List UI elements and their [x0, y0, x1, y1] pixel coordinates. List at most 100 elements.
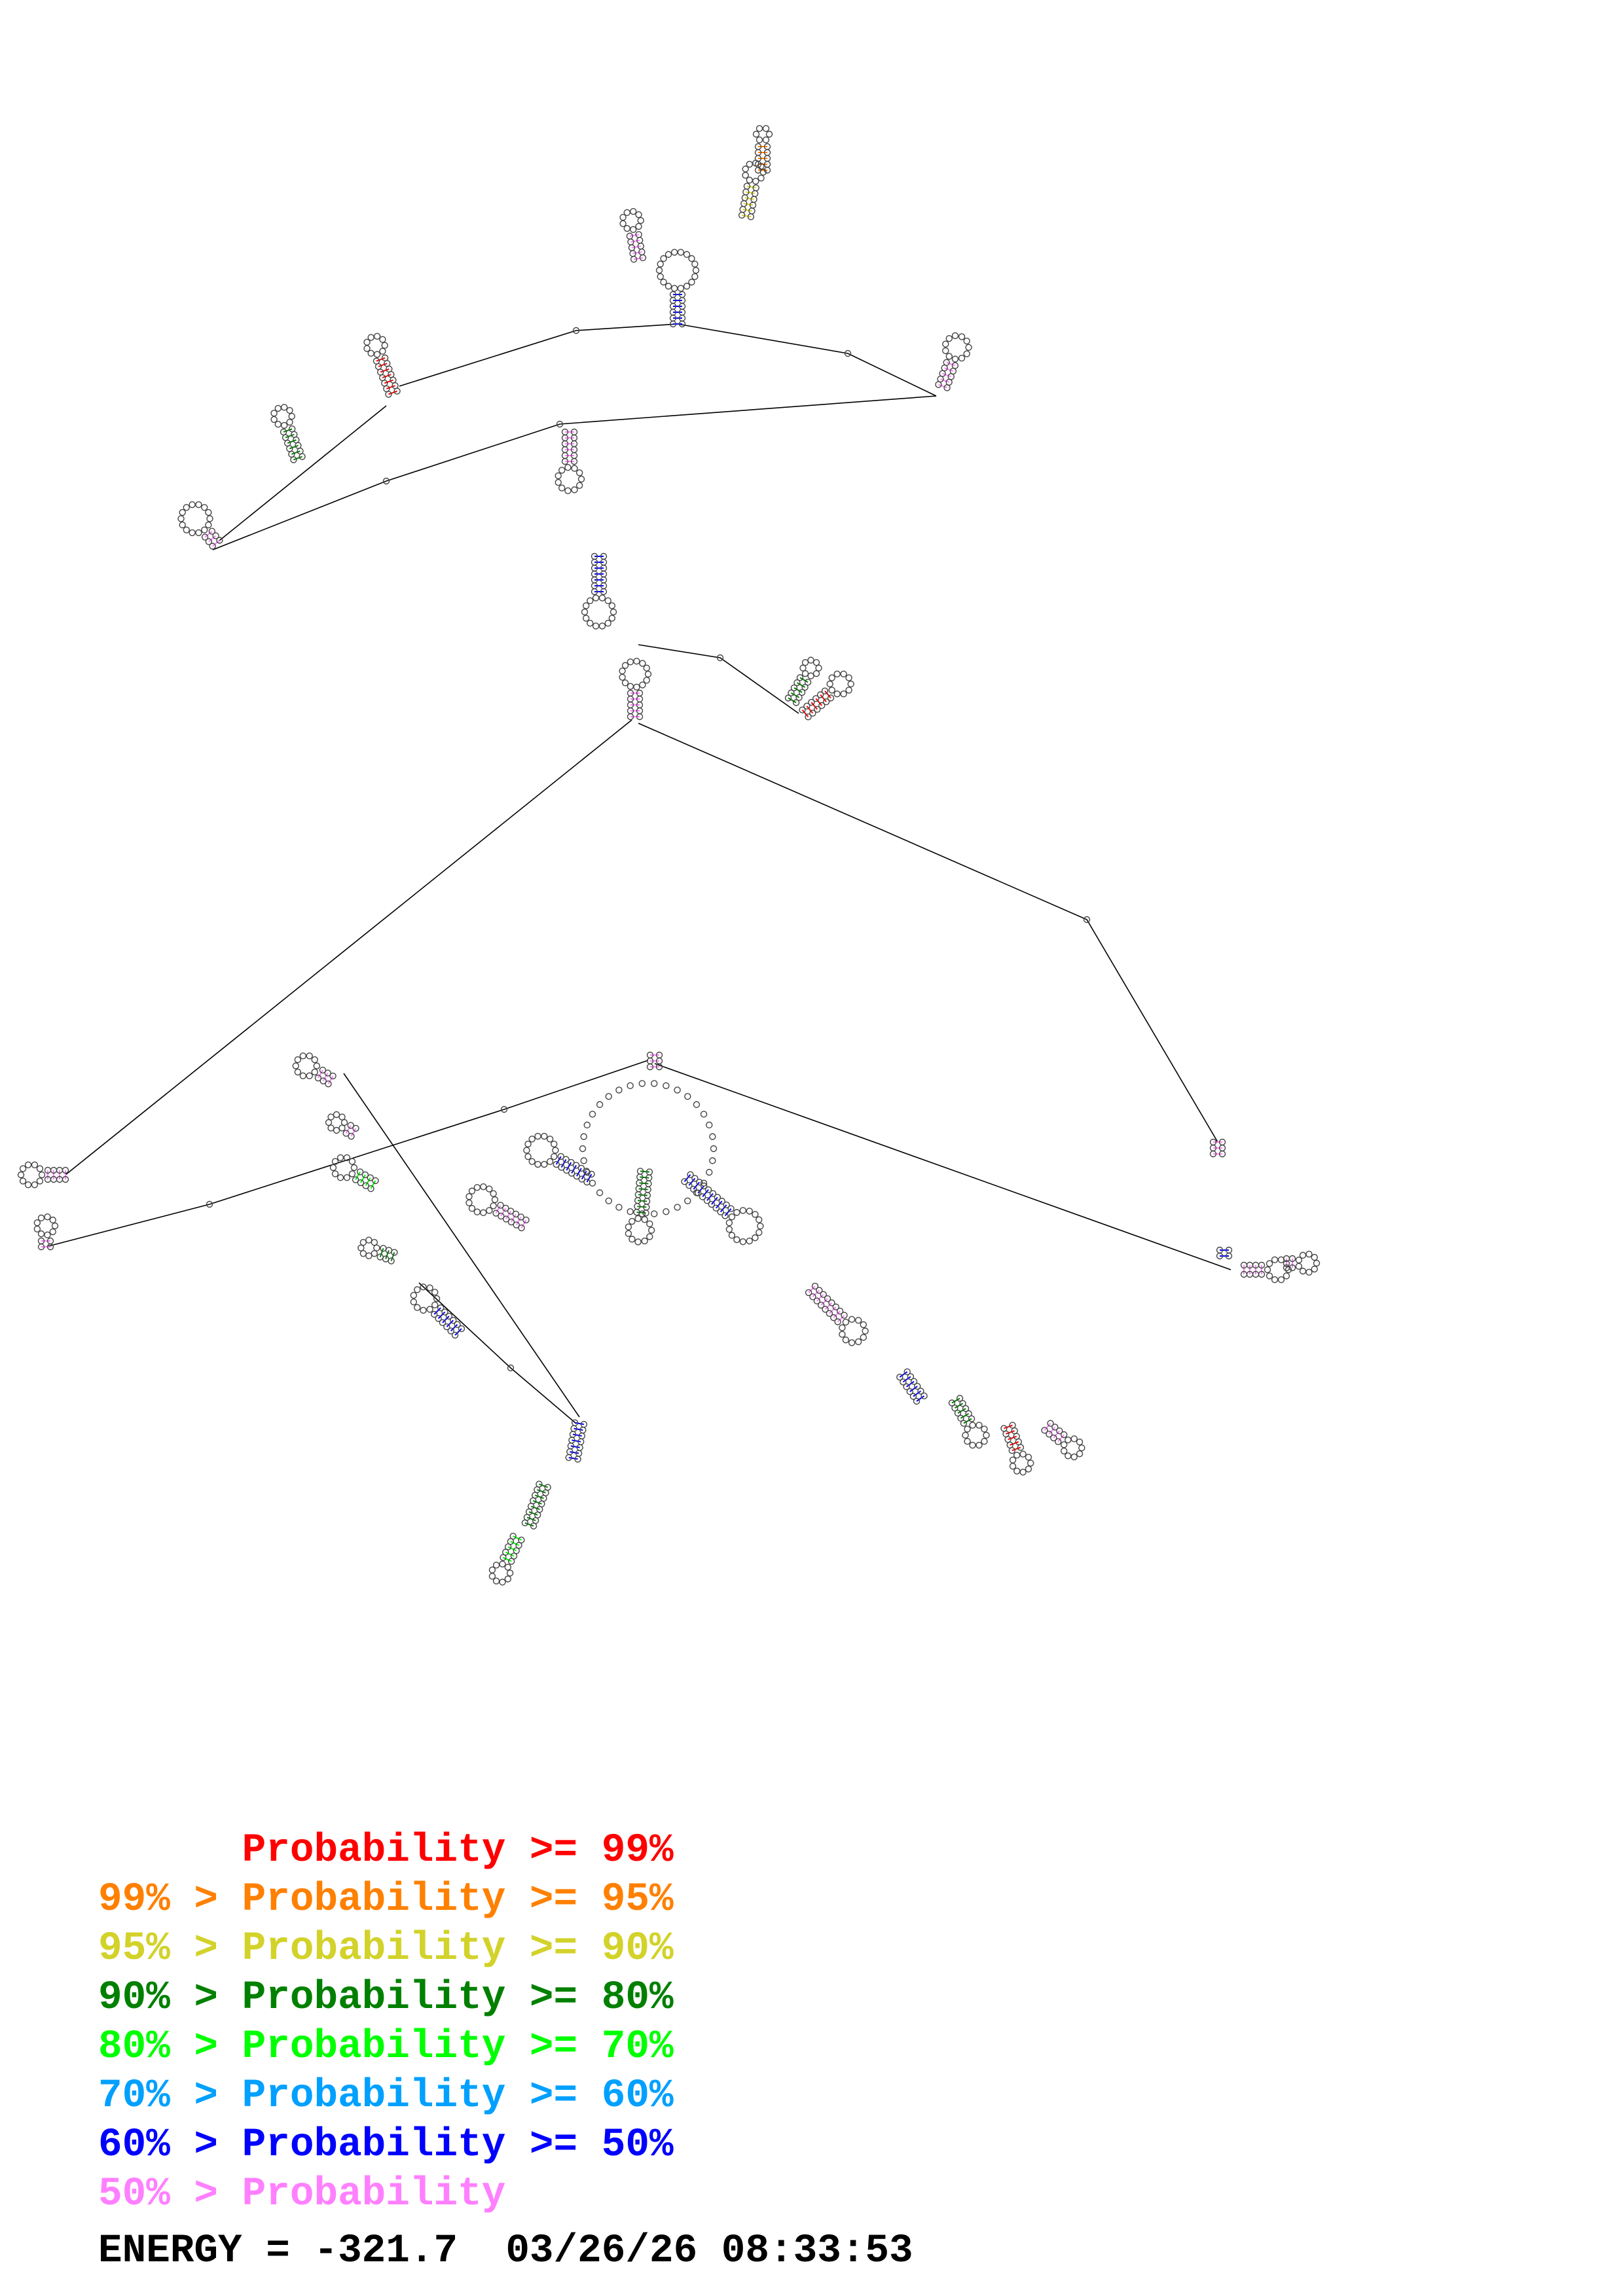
nucleotide [195, 529, 202, 537]
base-pair [629, 234, 639, 237]
base-pair [513, 1535, 522, 1541]
nucleotide [651, 1080, 658, 1087]
nucleotide [808, 698, 815, 706]
nucleotide [524, 1153, 532, 1160]
nucleotide [685, 1181, 693, 1189]
nucleotide [324, 1069, 331, 1077]
nucleotide [807, 672, 814, 679]
base-pair [532, 1500, 542, 1505]
nucleotide [896, 1373, 903, 1381]
nucleotide [945, 353, 953, 360]
nucleotide [491, 1196, 499, 1204]
energy-footer: ENERGY = -321.7 03/26/26 08:33:53 [98, 2227, 913, 2276]
nucleotide [189, 529, 196, 537]
nucleotide [558, 484, 566, 492]
nucleotide [589, 1111, 596, 1118]
nucleotide [625, 1223, 632, 1230]
nucleotide [1277, 1276, 1285, 1283]
nucleotide [280, 428, 287, 436]
nucleotide [651, 1210, 658, 1217]
base-pair [640, 1170, 650, 1173]
nucleotide [708, 1200, 716, 1208]
nucleotide [410, 1298, 418, 1306]
nucleotide [347, 1122, 354, 1129]
nucleotide [665, 251, 672, 258]
nucleotide [565, 1454, 572, 1462]
nucleotide [499, 1579, 506, 1586]
nucleotide [716, 654, 724, 662]
nucleotide [913, 1397, 921, 1405]
base-pair [581, 1170, 587, 1180]
nucleotide [205, 521, 212, 529]
nucleotide [1019, 1450, 1027, 1458]
base-pair [355, 1171, 361, 1181]
nucleotide [480, 1209, 487, 1217]
nucleotide [288, 425, 296, 433]
base-pair [806, 706, 814, 714]
nucleotide [824, 1295, 831, 1302]
legend-row: 50% > Probability [98, 2170, 674, 2219]
nucleotide [546, 1136, 554, 1143]
nucleotide [709, 1133, 716, 1140]
base-pair [350, 1128, 357, 1137]
nucleotide [350, 1164, 358, 1172]
nucleotide [809, 1293, 816, 1300]
nucleotide [629, 226, 637, 233]
nucleotide [1009, 1463, 1017, 1470]
nucleotide [574, 1456, 581, 1463]
nucleotide [598, 622, 606, 630]
nucleotide [683, 283, 691, 290]
nucleotide [805, 1289, 812, 1297]
nucleotide [742, 171, 749, 179]
nucleotide [795, 694, 803, 701]
base-pair [379, 1247, 384, 1257]
nucleotide [534, 1160, 541, 1168]
nucleotide [541, 1160, 548, 1168]
nucleotide [414, 1304, 421, 1311]
nucleotide [510, 1552, 518, 1560]
nucleotide [983, 1431, 990, 1439]
nucleotide [382, 477, 390, 485]
nucleotide [627, 683, 634, 690]
nucleotide [691, 1175, 699, 1182]
nucleotide [270, 416, 278, 423]
nucleotide [206, 515, 213, 522]
nucleotide [706, 1121, 713, 1129]
base-pair [566, 1162, 572, 1171]
nucleotide [844, 350, 852, 357]
nucleotide [507, 1208, 515, 1215]
base-pair [511, 1213, 517, 1223]
nucleotide [367, 1185, 374, 1193]
nucleotide [818, 702, 826, 709]
nucleotide [954, 1409, 962, 1417]
nucleotide [677, 249, 685, 256]
nucleotide [371, 1238, 378, 1246]
nucleotide [372, 1177, 379, 1185]
nucleotide [337, 1154, 344, 1161]
nucleotide [706, 1168, 713, 1176]
nucleotide [361, 1171, 369, 1179]
nucleotide [746, 176, 754, 184]
nucleotide [189, 501, 196, 509]
nucleotide [546, 1158, 554, 1165]
nucleotide [507, 1558, 515, 1565]
nucleotide [359, 1249, 367, 1257]
nucleotide [762, 136, 770, 143]
nucleotide [558, 1164, 565, 1171]
energy-value: -321.7 [314, 2229, 458, 2274]
nucleotide [703, 1197, 711, 1204]
nucleotide [1017, 1444, 1025, 1451]
nucleotide [206, 1200, 213, 1208]
nucleotide [480, 1183, 487, 1191]
nucleotide [629, 207, 637, 215]
nucleotide [506, 1570, 514, 1577]
nucleotide [596, 1189, 604, 1196]
nucleotide [690, 1185, 697, 1193]
nucleotide [551, 1140, 558, 1148]
nucleotide [381, 342, 388, 349]
nucleotide [1070, 1453, 1078, 1461]
base-pair [702, 1189, 709, 1198]
nucleotide [657, 273, 664, 280]
nucleotide [814, 706, 821, 713]
base-pair [576, 1168, 582, 1177]
